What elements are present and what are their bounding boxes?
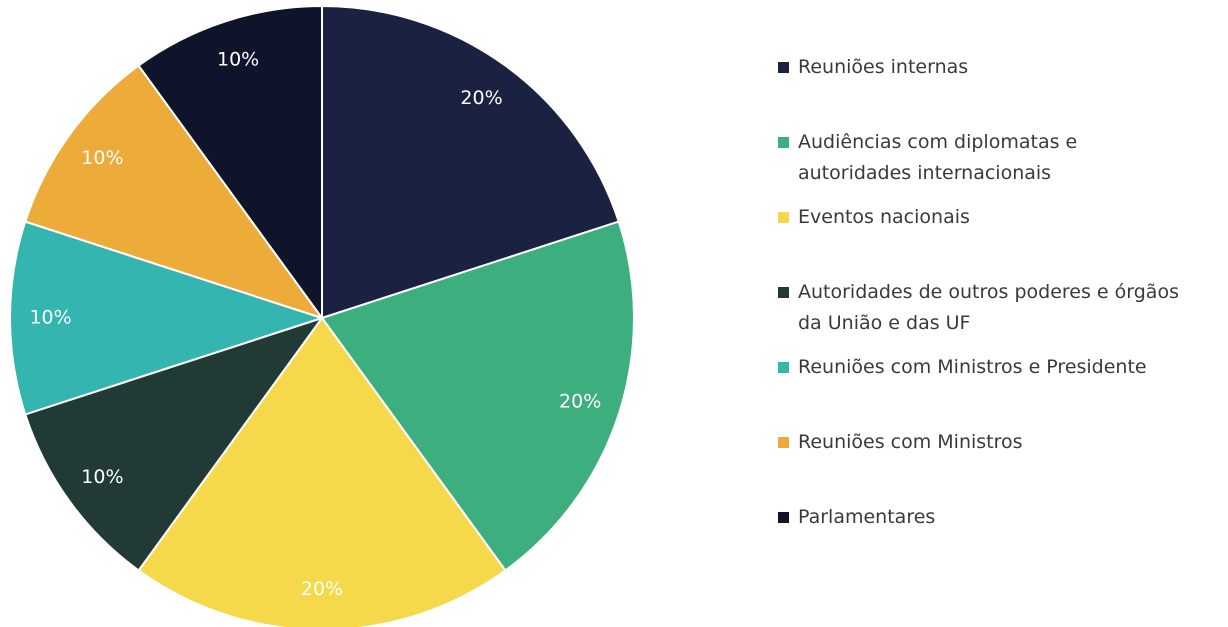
- pie-slice: [137, 4, 323, 322]
- legend-swatch: [778, 212, 789, 223]
- pie-slice: [137, 316, 507, 627]
- slice-label: 20%: [559, 390, 601, 412]
- legend-item: Eventos nacionais: [778, 202, 1218, 233]
- legend-item: Autoridades de outros poderes e órgãos d…: [778, 277, 1218, 339]
- pie-chart: 20% 20% 20% 10% 10% 10% 10%: [9, 4, 635, 627]
- legend-item: Reuniões com Ministros: [778, 427, 1218, 458]
- legend-item: Audiências com diplomatas e autoridades …: [778, 127, 1218, 189]
- pie-slice: [321, 4, 620, 320]
- legend-item: Parlamentares: [778, 502, 1218, 533]
- legend-item: Reuniões com Ministros e Presidente: [778, 352, 1218, 383]
- slice-label: 10%: [29, 307, 71, 329]
- slice-label: 20%: [460, 87, 502, 109]
- legend-label: Reuniões com Ministros: [798, 431, 1023, 453]
- legend-swatch: [778, 437, 789, 448]
- pie-slice: [320, 220, 635, 572]
- legend-label: Parlamentares: [798, 506, 936, 528]
- legend-swatch: [778, 62, 789, 73]
- pie-slice: [24, 64, 325, 320]
- legend-item: Reuniões internas: [778, 52, 1218, 83]
- legend-label: Reuniões com Ministros e Presidente: [798, 356, 1147, 378]
- legend-label: Audiências com diplomatas e autoridades …: [798, 131, 1078, 184]
- pie-slice: [24, 316, 325, 572]
- slice-label: 10%: [81, 147, 123, 169]
- legend-swatch: [778, 137, 789, 148]
- legend-label: Autoridades de outros poderes e órgãos d…: [798, 281, 1179, 334]
- slice-label: 10%: [81, 466, 123, 488]
- legend-label: Eventos nacionais: [798, 206, 970, 228]
- legend-swatch: [778, 512, 789, 523]
- legend-label: Reuniões internas: [798, 56, 969, 78]
- slice-label: 10%: [217, 48, 259, 70]
- slice-label: 20%: [301, 578, 343, 600]
- legend-swatch: [778, 287, 789, 298]
- legend-swatch: [778, 362, 789, 373]
- pie-slice: [9, 220, 326, 416]
